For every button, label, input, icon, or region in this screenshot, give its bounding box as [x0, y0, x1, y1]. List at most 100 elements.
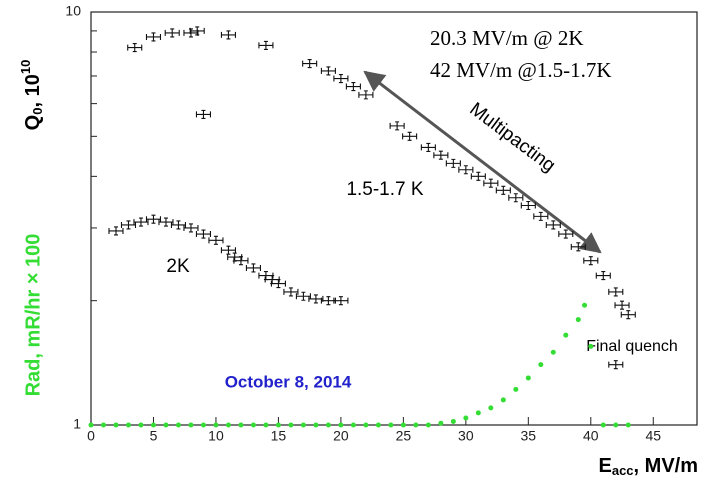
- point: [183, 28, 199, 38]
- point: [475, 410, 481, 416]
- point: [413, 422, 419, 428]
- annotation: October 8, 2014: [225, 372, 352, 391]
- point: [350, 422, 356, 428]
- point: [145, 214, 162, 224]
- point: [363, 422, 369, 428]
- point: [533, 211, 549, 221]
- point: [620, 310, 636, 320]
- point: [288, 422, 294, 428]
- point: [588, 343, 594, 349]
- point: [558, 229, 574, 239]
- point: [113, 422, 119, 428]
- annotation: 2K: [166, 256, 190, 277]
- point: [463, 415, 469, 421]
- y-axis-label: Q0, 1010: [18, 60, 45, 131]
- point: [458, 165, 474, 175]
- point: [402, 131, 418, 141]
- point: [183, 223, 199, 233]
- point: [325, 422, 331, 428]
- point: [520, 200, 536, 211]
- point: [125, 422, 131, 428]
- point: [450, 418, 456, 424]
- point: [538, 362, 544, 368]
- point: [425, 422, 431, 428]
- x-tick-label: 20: [333, 428, 349, 444]
- y-tick-label: 1: [73, 416, 81, 432]
- point: [158, 217, 174, 227]
- point: [138, 422, 144, 428]
- x-tick-label: 40: [583, 428, 599, 444]
- point: [438, 420, 444, 426]
- point: [208, 235, 224, 245]
- point: [388, 422, 394, 428]
- point: [308, 294, 324, 304]
- point: [513, 386, 519, 392]
- x-tick-label: 25: [396, 428, 412, 444]
- point: [625, 422, 631, 428]
- point: [582, 302, 588, 308]
- point: [495, 185, 511, 195]
- point: [600, 422, 606, 428]
- x-tick-label: 5: [150, 428, 158, 444]
- point: [400, 422, 406, 428]
- annotation: Final quench: [586, 338, 678, 355]
- point: [195, 109, 212, 119]
- point: [263, 422, 269, 428]
- point: [200, 422, 206, 428]
- point: [483, 178, 499, 188]
- point: [345, 81, 361, 92]
- annotation: Multipacting: [465, 99, 559, 177]
- point: [313, 422, 319, 428]
- x-tick-label: 15: [271, 428, 287, 444]
- point: [225, 422, 231, 428]
- point: [433, 150, 449, 160]
- point: [500, 397, 506, 403]
- point: [470, 171, 486, 181]
- point: [583, 256, 599, 266]
- point: [575, 317, 581, 323]
- point: [545, 220, 561, 230]
- point: [570, 242, 586, 252]
- point: [445, 158, 461, 168]
- point: [195, 229, 212, 239]
- point: [488, 405, 494, 411]
- point: [175, 422, 181, 428]
- point: [420, 142, 436, 152]
- point: [608, 287, 624, 297]
- y-tick-label: 10: [65, 3, 81, 19]
- x-tick-label: 45: [645, 428, 661, 444]
- x-tick-label: 35: [521, 428, 537, 444]
- point: [108, 226, 124, 236]
- point: [358, 90, 374, 100]
- plot-frame: [90, 11, 698, 426]
- point: [614, 300, 630, 310]
- point: [100, 422, 106, 428]
- arrow: [363, 70, 602, 254]
- point: [164, 28, 180, 38]
- annotation: 20.3 MV/m @ 2K: [430, 26, 584, 50]
- point: [238, 422, 244, 428]
- point: [88, 422, 94, 428]
- point: [613, 422, 619, 428]
- x-tick-label: 10: [208, 428, 224, 444]
- point: [220, 245, 236, 255]
- point: [608, 360, 624, 370]
- point: [333, 296, 349, 306]
- point: [389, 121, 405, 131]
- x-axis-label: Eacc, MV/m: [599, 455, 699, 478]
- annotation: 1.5-1.7 K: [346, 179, 423, 200]
- point: [245, 263, 261, 273]
- point: [283, 287, 299, 297]
- point: [170, 220, 187, 230]
- point: [127, 43, 143, 53]
- y2-axis-label: Rad, mR/hr × 100: [22, 234, 44, 397]
- point: [189, 26, 205, 36]
- point: [375, 422, 381, 428]
- point: [233, 256, 249, 266]
- point: [270, 279, 286, 289]
- point: [295, 291, 311, 301]
- point: [338, 422, 344, 428]
- point: [563, 332, 569, 338]
- annotation: 42 MV/m @1.5-1.7K: [430, 58, 612, 82]
